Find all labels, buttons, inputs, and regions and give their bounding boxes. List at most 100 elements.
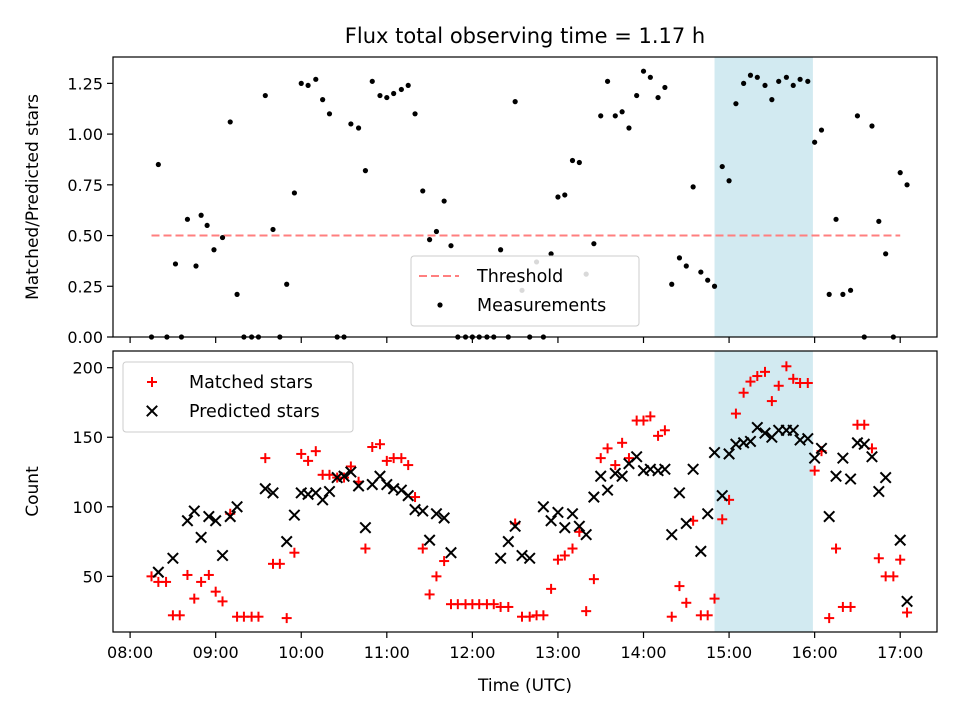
data-point [680, 517, 693, 530]
data-point [423, 534, 436, 547]
x-tick-label: 16:00 [792, 643, 838, 662]
data-point [566, 507, 579, 520]
data-point [359, 521, 372, 534]
data-point [879, 471, 892, 484]
data-point [738, 387, 749, 398]
data-point [182, 569, 193, 580]
data-point [546, 583, 557, 594]
data-point [284, 281, 290, 287]
data-point [601, 484, 614, 497]
data-point [374, 439, 385, 450]
y-tick-label: 200 [72, 359, 103, 378]
data-point [234, 291, 240, 297]
y-tick-label: 150 [72, 428, 103, 447]
legend: Threshold Measurements [410, 255, 640, 327]
data-point [516, 549, 528, 562]
data-point [769, 97, 775, 103]
data-point [626, 125, 632, 131]
data-point [253, 611, 264, 622]
data-point [381, 455, 392, 466]
legend-label: Measurements [477, 296, 606, 316]
data-point [869, 123, 875, 129]
data-point [380, 478, 393, 491]
data-point [604, 78, 611, 84]
data-point [431, 571, 442, 582]
data-point [666, 611, 677, 622]
data-point [448, 243, 454, 249]
data-point [612, 113, 618, 119]
data-point [198, 212, 204, 218]
data-point [609, 467, 622, 480]
data-point [630, 450, 643, 463]
data-point [412, 111, 418, 117]
data-point [716, 489, 729, 502]
data-point [587, 491, 600, 503]
data-point [802, 377, 813, 388]
data-point [595, 453, 606, 464]
data-point [580, 528, 593, 541]
highlight-span [714, 351, 813, 632]
data-point [503, 601, 514, 612]
legend: Matched stars Predicted stars [122, 361, 354, 433]
data-point [320, 97, 326, 103]
data-point [760, 366, 771, 377]
data-point [524, 611, 535, 622]
data-point [876, 218, 882, 224]
x-tick-label: 12:00 [449, 643, 495, 662]
data-point [674, 581, 685, 592]
data-point [391, 90, 397, 97]
data-point [438, 512, 451, 524]
data-point [709, 593, 720, 604]
data-point [174, 610, 185, 621]
data-point [681, 597, 692, 608]
data-point [741, 80, 747, 86]
data-point [823, 510, 836, 523]
data-point [824, 613, 835, 624]
y-tick-label: 50 [83, 567, 103, 586]
data-point [733, 101, 739, 107]
chart-title: Flux total observing time = 1.17 h [345, 24, 705, 48]
data-point [616, 470, 629, 483]
data-point [445, 546, 457, 559]
data-point [377, 92, 383, 99]
data-point [836, 452, 849, 465]
data-point [552, 506, 564, 519]
series-matched-stars [146, 361, 913, 624]
data-point [653, 430, 664, 441]
data-point [267, 486, 279, 499]
data-point [288, 509, 301, 522]
data-point [683, 263, 689, 269]
x-tick-label: 09:00 [193, 643, 239, 662]
data-point [610, 460, 621, 471]
data-point [555, 194, 561, 200]
data-point [270, 226, 276, 233]
data-point [338, 470, 350, 483]
data-point [155, 161, 161, 168]
data-point [895, 554, 906, 565]
data-point [430, 507, 443, 520]
data-point [502, 535, 515, 548]
data-point [702, 610, 713, 621]
data-point [281, 613, 292, 624]
data-point [658, 463, 671, 476]
data-point [348, 121, 354, 127]
data-point [872, 485, 885, 498]
data-point [708, 446, 721, 459]
data-point [634, 92, 640, 99]
data-point [833, 216, 839, 222]
data-point [773, 380, 784, 391]
data-point [659, 425, 670, 436]
data-point [844, 473, 857, 485]
data-point [224, 510, 237, 523]
data-point [747, 72, 754, 78]
data-point [873, 553, 884, 564]
data-point [166, 552, 179, 565]
data-point [790, 82, 796, 89]
data-point [384, 94, 390, 101]
data-point [745, 376, 756, 387]
data-point [227, 119, 233, 125]
data-point [193, 263, 199, 269]
data-point [417, 543, 428, 554]
data-point [374, 470, 386, 483]
data-point [591, 241, 597, 247]
